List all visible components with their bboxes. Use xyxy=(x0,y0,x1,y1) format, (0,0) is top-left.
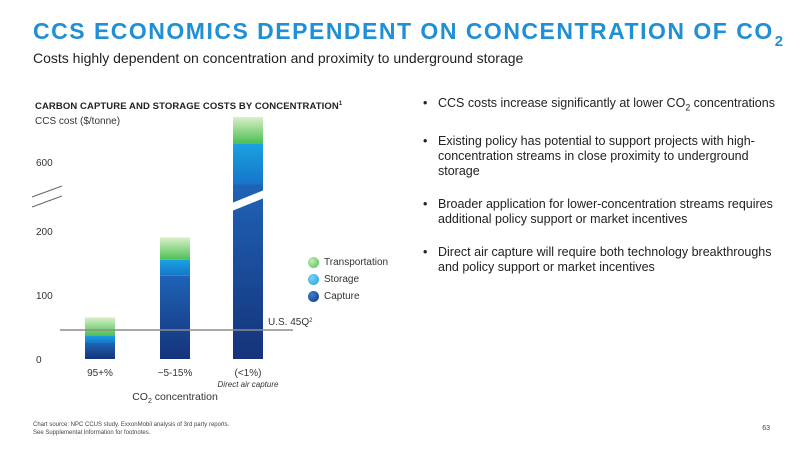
y-tick-label: 600 xyxy=(36,158,53,169)
bar-storage xyxy=(160,259,190,276)
bar-storage xyxy=(233,143,263,185)
transportation-swatch xyxy=(308,257,319,268)
footnote: Chart source: NPC CCUS study. ExxonMobil… xyxy=(33,422,230,436)
y-tick-label: 100 xyxy=(36,291,53,302)
x-tick-label: 95+% xyxy=(87,368,113,379)
bar-capture xyxy=(85,343,115,359)
y-tick-label: 0 xyxy=(36,355,42,366)
bullet-point: • Existing policy has potential to suppor… xyxy=(423,133,755,178)
legend-item-transportation: Transportation xyxy=(308,254,388,271)
legend-item-storage: Storage xyxy=(308,271,388,288)
x-tick-label: (<1%) xyxy=(235,368,262,379)
storage-swatch xyxy=(308,274,319,285)
bar-storage xyxy=(85,335,115,343)
bullet-point: • Direct air capture will require both te… xyxy=(423,244,772,274)
x-axis-title: CO2 concentration xyxy=(132,391,218,405)
axis-break-mark xyxy=(31,195,63,208)
x-tick-label: ~5-15% xyxy=(158,368,193,379)
capture-swatch xyxy=(308,291,319,302)
bar-transportation xyxy=(85,317,115,336)
bar-transportation xyxy=(160,237,190,260)
x-tick-note: Direct air capture xyxy=(218,380,279,389)
key-points-list: • CCS costs increase significantly at low… xyxy=(423,96,793,293)
page-title: CCS ECONOMICS DEPENDENT ON CONCENTRATION… xyxy=(33,18,785,50)
page-subtitle: Costs highly dependent on concentration … xyxy=(33,50,524,66)
bullet-point: • Broader application for lower-concentra… xyxy=(423,196,773,226)
bar-capture xyxy=(233,184,263,359)
chart-title: CARBON CAPTURE AND STORAGE COSTS BY CONC… xyxy=(35,101,343,113)
bar-transportation xyxy=(233,117,263,144)
axis-break-mark xyxy=(31,185,63,198)
page-number: 63 xyxy=(762,425,770,432)
bullet-point: • CCS costs increase significantly at low… xyxy=(423,96,775,113)
y-tick-label: 200 xyxy=(36,227,53,238)
reference-line-label: U.S. 45Q2 xyxy=(268,317,313,328)
chart-legend: Transportation Storage Capture xyxy=(308,254,388,305)
y-axis-label: CCS cost ($/tonne) xyxy=(35,116,121,127)
bar-break-cut xyxy=(232,190,264,211)
legend-item-capture: Capture xyxy=(308,288,388,305)
bar-capture xyxy=(160,275,190,359)
